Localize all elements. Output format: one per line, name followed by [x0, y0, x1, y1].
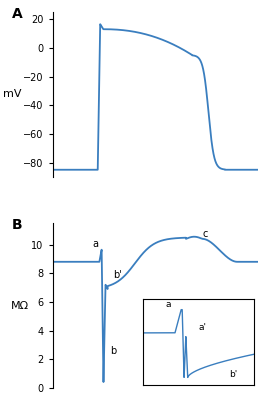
Text: c: c	[202, 229, 208, 239]
Text: b: b	[110, 346, 116, 356]
Text: B: B	[12, 218, 22, 232]
Text: a: a	[93, 239, 99, 249]
Text: A: A	[12, 7, 22, 21]
Y-axis label: MΩ: MΩ	[11, 300, 29, 310]
Text: b': b'	[113, 270, 122, 280]
Y-axis label: mV: mV	[3, 90, 21, 100]
